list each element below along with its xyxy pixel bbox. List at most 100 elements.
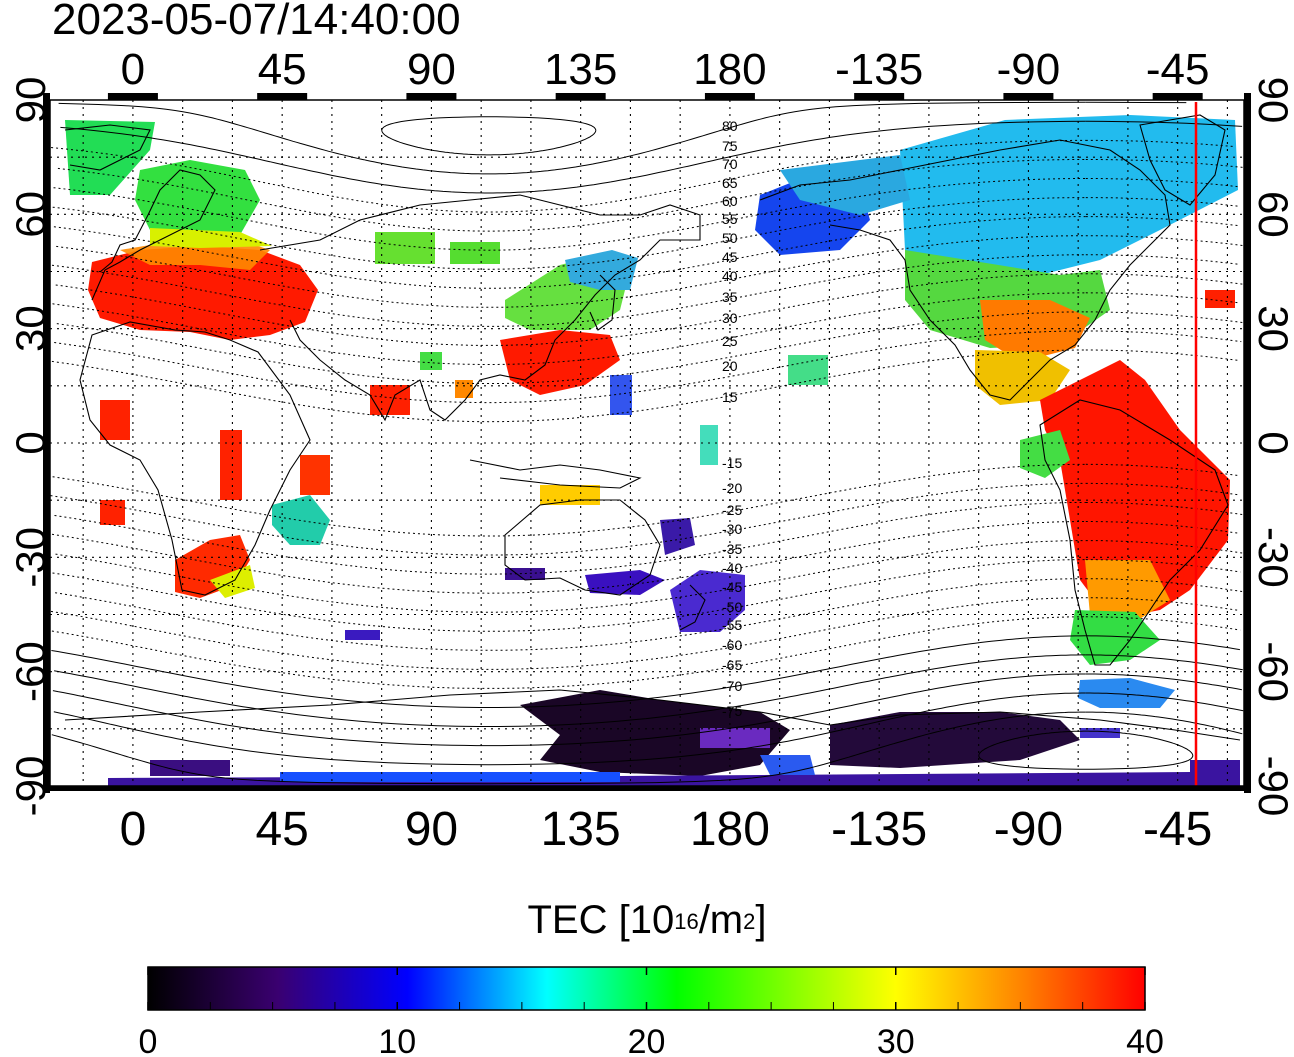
tec-pixel	[1080, 728, 1120, 738]
tec-pixel	[100, 500, 125, 525]
right-lat-label: 90	[1250, 77, 1294, 124]
colorbar-tick-label: 40	[1126, 1023, 1164, 1057]
colorbar-title-unit-exponent: 2	[743, 909, 756, 934]
bottom-lon-label: 180	[690, 803, 770, 856]
tec-blob-canada-cyan	[900, 115, 1238, 275]
mag-contour	[52, 463, 1086, 537]
tec-blob-scandinavia-green	[135, 160, 260, 240]
mag-contour	[1085, 330, 1242, 343]
top-lon-label: 180	[693, 45, 766, 94]
tec-pixel	[610, 375, 632, 415]
colorbar-title-unit: /m	[698, 898, 744, 942]
mag-lat-label: 65	[722, 175, 738, 191]
colorbar-tick-label: 0	[139, 1023, 158, 1057]
top-lon-label: 90	[407, 45, 456, 94]
colorbar-tick-label: 10	[378, 1023, 416, 1057]
mag-contour	[1085, 463, 1241, 477]
frame-ticks	[43, 93, 1251, 793]
mag-contour	[1085, 521, 1240, 534]
mag-contour	[1085, 673, 1242, 691]
tec-blob-tierra-blue	[1078, 678, 1175, 708]
tec-blob-colombia-green	[1020, 430, 1070, 478]
tec-blob-south-america-red	[1040, 360, 1230, 620]
colorbar-title: TEC [1016/m2]	[0, 896, 1294, 944]
mag-lat-label: 25	[722, 333, 738, 349]
coast-asia	[259, 194, 701, 422]
mag-contour	[50, 482, 1086, 556]
mag-contour	[50, 597, 1086, 670]
coast-north-america	[759, 139, 1171, 401]
mag-lat-label: -55	[722, 617, 742, 633]
coast-greenland-west	[64, 124, 151, 171]
mag-contour	[51, 616, 1086, 689]
bottom-longitude-labels: 0 45 90 135 180 -135 -90 -45	[120, 803, 1213, 856]
tec-blob-arctic-cyan	[780, 155, 910, 215]
mag-contour	[51, 521, 1086, 594]
mag-contour	[57, 159, 1086, 232]
tec-pixel	[300, 455, 330, 495]
bottom-lon-label: -45	[1143, 803, 1212, 856]
mag-contour	[55, 273, 1086, 346]
bottom-lon-label: 90	[405, 803, 458, 856]
frame-tick-top	[1152, 93, 1203, 100]
right-lat-label: 30	[1250, 305, 1294, 352]
mag-contour	[53, 216, 1086, 289]
tec-blob-antarctica-dark2	[830, 712, 1080, 768]
mag-contour	[51, 711, 1086, 785]
tec-pixel	[100, 400, 130, 440]
mag-contour	[1085, 139, 1236, 148]
mag-lat-label: -25	[722, 502, 742, 518]
mag-contour	[1085, 654, 1243, 671]
mag-contour	[1085, 254, 1239, 265]
colorbar: 0 10 20 30 40	[139, 966, 1164, 1057]
mag-contour	[51, 349, 1086, 423]
tec-blob-antarctica-dark	[520, 690, 790, 776]
coast-indonesia	[469, 459, 642, 489]
mag-contour	[381, 116, 597, 156]
mag-contour	[53, 692, 1086, 766]
mag-lat-label: -30	[722, 521, 742, 537]
left-lat-label: -30	[7, 527, 54, 588]
mag-contour	[52, 673, 1086, 747]
mag-lat-label: -35	[722, 541, 742, 557]
tec-blob-japan-cyan	[565, 250, 638, 290]
mag-contour	[1085, 540, 1244, 554]
mag-contour	[1085, 482, 1239, 496]
mag-lat-label: -70	[722, 678, 742, 694]
mag-lat-label: 20	[722, 358, 738, 374]
tec-world-map: 80 75 70 65 60 55 50 45 40 35 30 25 20 15 -15 -20 -25 -30…	[7, 45, 1294, 856]
tec-blob-nz-blue	[670, 570, 745, 632]
mag-contour	[1085, 692, 1244, 712]
top-lon-label: 0	[121, 45, 145, 94]
top-lon-label: -45	[1146, 45, 1210, 94]
mag-contour	[1085, 292, 1240, 304]
coastlines	[64, 114, 1241, 741]
mag-contour	[1085, 216, 1241, 227]
mag-lat-label: -15	[722, 455, 742, 471]
mag-contour	[1085, 502, 1243, 515]
mag-contour	[58, 101, 1086, 175]
mag-lat-label: 30	[722, 310, 738, 326]
tec-blob-europe-red	[88, 246, 318, 340]
colorbar-title-main: TEC [10	[527, 898, 675, 942]
top-lon-label: -135	[835, 45, 923, 94]
mag-contour	[51, 635, 1086, 708]
coast-japan	[589, 274, 616, 331]
bottom-lon-label: -90	[994, 803, 1063, 856]
frame-edge-left	[43, 93, 50, 793]
frame-tick-top	[1003, 93, 1054, 100]
frame-tick-top	[704, 93, 755, 100]
tec-blob-china-red	[500, 330, 620, 395]
mag-contour	[1085, 120, 1243, 127]
mag-lat-label: 15	[722, 389, 738, 405]
graticule-grid	[50, 100, 1244, 786]
tec-blob-greenland-green	[65, 120, 155, 195]
mag-contour	[978, 730, 1194, 770]
mag-contour	[1085, 578, 1244, 593]
right-lat-label: 0	[1250, 431, 1294, 454]
coast-europe	[91, 169, 216, 301]
tec-blob-usa-orange	[980, 300, 1090, 362]
tec-blob-patagonia-green	[1070, 610, 1160, 665]
mag-lat-label: -65	[722, 657, 742, 673]
bottom-lon-label: 135	[541, 803, 621, 856]
